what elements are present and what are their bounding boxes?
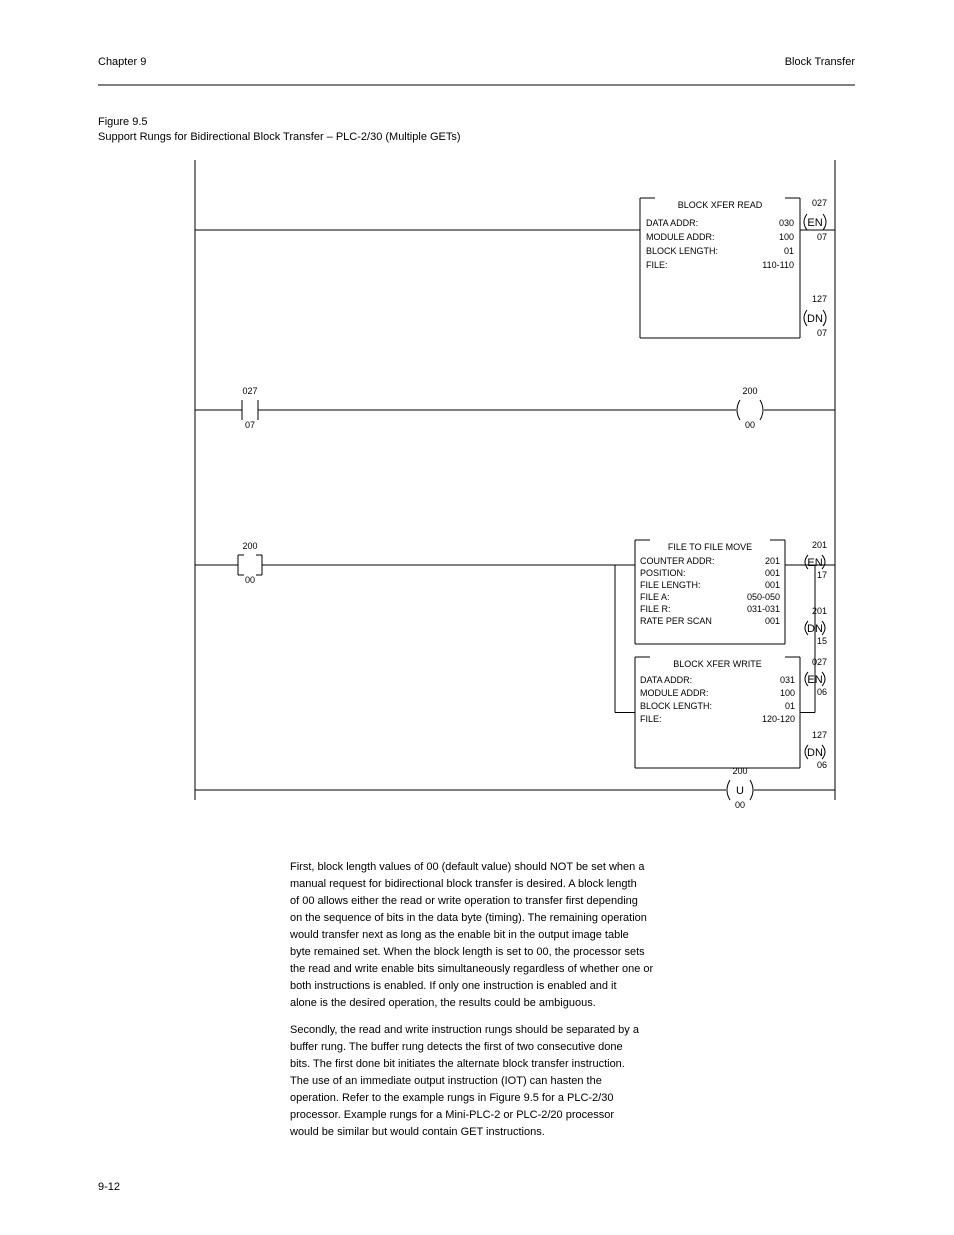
svg-text:001: 001 xyxy=(765,568,780,578)
svg-text:110-110: 110-110 xyxy=(762,260,794,270)
svg-text:processor. Example rungs for: processor. Example rungs for a Mini-PLC-… xyxy=(290,1109,614,1121)
svg-text:bits. The first done bit init: bits. The first done bit initiates the a… xyxy=(290,1058,625,1070)
svg-text:027: 027 xyxy=(812,657,827,667)
rung2-contact-addr: 027 xyxy=(242,386,257,396)
svg-text:001: 001 xyxy=(765,580,780,590)
svg-text:alone is the desired operation: alone is the desired operation, the resu… xyxy=(290,997,596,1009)
rung1-box-title: BLOCK XFER READ xyxy=(678,200,763,210)
footer-page-number: 9-12 xyxy=(98,1181,120,1193)
body-text: First, block length values of 00 (defaul… xyxy=(290,861,645,873)
svg-text:FILE:: FILE: xyxy=(640,714,662,724)
svg-text:DATA ADDR:: DATA ADDR: xyxy=(640,675,692,685)
svg-text:15: 15 xyxy=(817,636,827,646)
svg-text:Secondly, the read and write i: Secondly, the read and write instruction… xyxy=(290,1024,640,1036)
figure-number: Figure 9.5 xyxy=(98,116,148,128)
rung3-box2-title: FILE TO FILE MOVE xyxy=(668,542,752,552)
svg-text:001: 001 xyxy=(765,616,780,626)
svg-text:BLOCK LENGTH:: BLOCK LENGTH: xyxy=(646,246,718,256)
svg-text:on the sequence of bits in the: on the sequence of bits in the data byte… xyxy=(290,912,647,924)
svg-text:07: 07 xyxy=(817,232,827,242)
svg-text:MODULE ADDR:: MODULE ADDR: xyxy=(640,688,709,698)
svg-text:100: 100 xyxy=(779,232,794,242)
svg-text:COUNTER ADDR:: COUNTER ADDR: xyxy=(640,556,715,566)
svg-text:027: 027 xyxy=(812,198,827,208)
svg-text:RATE PER SCAN: RATE PER SCAN xyxy=(640,616,712,626)
svg-text:031: 031 xyxy=(780,675,795,685)
rung2-contact-bit: 07 xyxy=(245,420,255,430)
rung4-coil-addr: 200 xyxy=(732,766,747,776)
svg-text:201: 201 xyxy=(812,606,827,616)
svg-text:U: U xyxy=(736,785,744,797)
rung2-coil-addr: 200 xyxy=(742,386,757,396)
svg-text:manual request for bidirection: manual request for bidirectional block t… xyxy=(290,878,637,890)
svg-text:EN: EN xyxy=(807,674,822,686)
page-root: Chapter 9 Block Transfer Figure 9.5 Support… xyxy=(0,0,954,1235)
svg-text:of 00 allows either the read o: of 00 allows either the read or write op… xyxy=(290,895,638,907)
svg-text:DN: DN xyxy=(807,747,823,759)
svg-text:030: 030 xyxy=(779,218,794,228)
svg-text:would be similar but would con: would be similar but would contain GET i… xyxy=(289,1126,545,1138)
svg-text:MODULE ADDR:: MODULE ADDR: xyxy=(646,232,715,242)
diagram-svg: Chapter 9 Block Transfer Figure 9.5 Support… xyxy=(0,0,954,1235)
header-title: Block Transfer xyxy=(785,56,856,68)
svg-text:the read and write enable bits: the read and write enable bits simultane… xyxy=(290,963,654,975)
svg-text:buffer rung. The buffer rung: buffer rung. The buffer rung detects the… xyxy=(290,1041,623,1053)
svg-text:050-050: 050-050 xyxy=(747,592,780,602)
svg-text:operation. Refer to the examp: operation. Refer to the example rungs in… xyxy=(290,1092,613,1104)
svg-text:120-120: 120-120 xyxy=(762,714,795,724)
svg-text:127: 127 xyxy=(812,730,827,740)
rung4-coil-bit: 00 xyxy=(735,800,745,810)
svg-text:01: 01 xyxy=(784,246,794,256)
svg-text:201: 201 xyxy=(812,540,827,550)
svg-text:The use of an immediate output: The use of an immediate output instructi… xyxy=(290,1075,602,1087)
svg-text:100: 100 xyxy=(780,688,795,698)
svg-text:DN: DN xyxy=(807,313,823,325)
rung2-coil-bit: 00 xyxy=(745,420,755,430)
svg-text:FILE R:: FILE R: xyxy=(640,604,671,614)
svg-text:01: 01 xyxy=(785,701,795,711)
svg-text:FILE:: FILE: xyxy=(646,260,668,270)
svg-text:FILE A:: FILE A: xyxy=(640,592,670,602)
figure-caption: Support Rungs for Bidirectional Block Tr… xyxy=(98,131,461,143)
svg-text:07: 07 xyxy=(817,328,827,338)
svg-text:17: 17 xyxy=(817,570,827,580)
svg-text:both instructions is enabled.: both instructions is enabled. If only on… xyxy=(290,980,617,992)
svg-text:DATA ADDR:: DATA ADDR: xyxy=(646,218,698,228)
rung3-box3-title: BLOCK XFER WRITE xyxy=(673,659,762,669)
svg-text:EN: EN xyxy=(807,557,822,569)
svg-text:FILE LENGTH:: FILE LENGTH: xyxy=(640,580,701,590)
svg-text:DN: DN xyxy=(807,623,823,635)
svg-text:127: 127 xyxy=(812,294,827,304)
svg-text:200: 200 xyxy=(242,541,257,551)
svg-text:would transfer next as long as: would transfer next as long as the enabl… xyxy=(289,929,629,941)
svg-text:byte remained set. When the b: byte remained set. When the block length… xyxy=(290,946,645,958)
svg-text:POSITION:: POSITION: xyxy=(640,568,686,578)
svg-text:BLOCK LENGTH:: BLOCK LENGTH: xyxy=(640,701,712,711)
svg-text:EN: EN xyxy=(807,217,822,229)
svg-text:031-031: 031-031 xyxy=(747,604,780,614)
svg-text:201: 201 xyxy=(765,556,780,566)
header-chapter: Chapter 9 xyxy=(98,56,146,68)
svg-text:00: 00 xyxy=(245,575,255,585)
svg-text:06: 06 xyxy=(817,687,827,697)
svg-text:06: 06 xyxy=(817,760,827,770)
